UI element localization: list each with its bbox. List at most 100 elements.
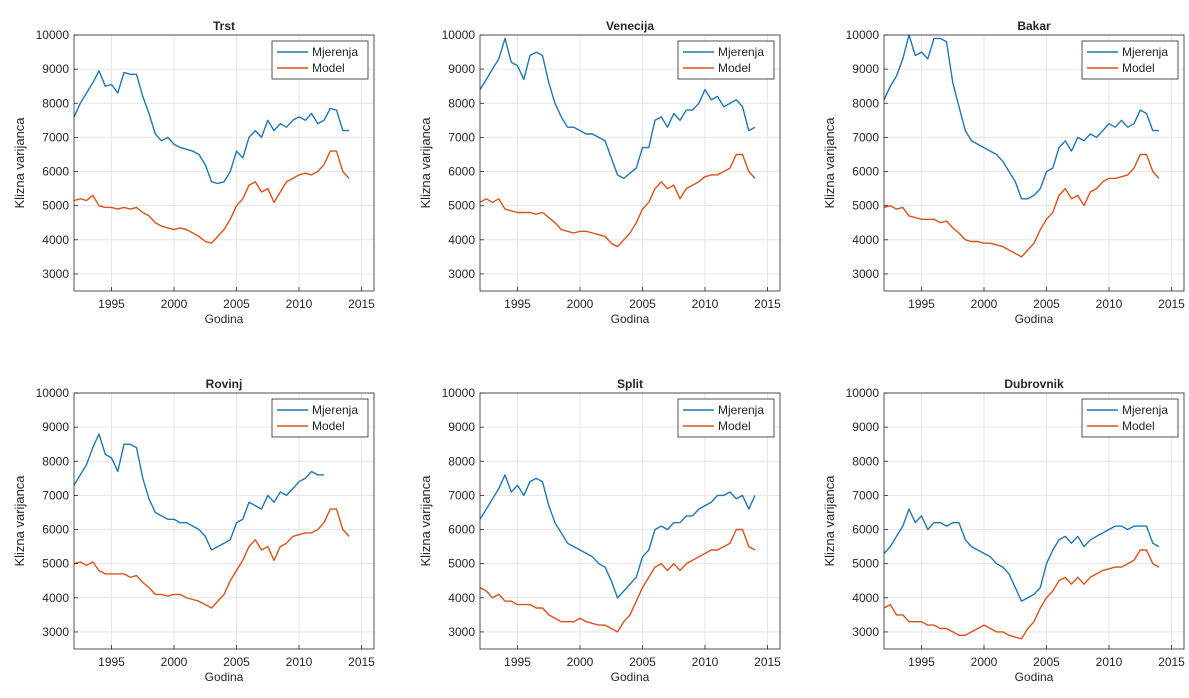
subplot-venecija: 1995 2000 2005 2010 2015 3000 4000 5000 6000 7000…	[418, 19, 781, 326]
legend-label: Model	[1122, 419, 1155, 433]
x-axis-label: Godina	[205, 670, 244, 684]
x-tick-label: 2005	[223, 655, 250, 669]
y-axis-label: Klizna varijanca	[12, 117, 27, 209]
y-tick-label: 9000	[42, 420, 69, 434]
x-tick-label: 2010	[286, 655, 313, 669]
subplot-bakar: 1995 2000 2005 2010 2015 3000 4000 5000 6000 7000…	[822, 19, 1185, 326]
y-tick-label: 6000	[448, 165, 475, 179]
y-tick-label: 8000	[448, 96, 475, 110]
legend-label: Mjerenja	[718, 403, 764, 417]
y-axis-label: Klizna varijanca	[12, 475, 27, 567]
x-axis-label: Godina	[611, 312, 650, 326]
y-axis-label: Klizna varijanca	[822, 475, 837, 567]
x-tick-label: 2005	[629, 655, 656, 669]
series-line-model	[883, 549, 1160, 640]
subplot-rovinj: 1995 2000 2005 2010 2015 3000 4000 5000 6000 7000…	[12, 377, 375, 684]
y-tick-label: 6000	[852, 523, 879, 537]
y-tick-label: 3000	[42, 625, 69, 639]
axes-box	[883, 34, 1185, 292]
axes-box	[479, 392, 781, 650]
x-axis-label: Godina	[1015, 312, 1054, 326]
y-tick-label: 6000	[42, 165, 69, 179]
x-tick-label: 1995	[98, 655, 125, 669]
x-tick-label: 2000	[971, 297, 998, 311]
axes-box	[73, 34, 375, 292]
x-tick-label: 2000	[161, 297, 188, 311]
y-tick-label: 7000	[448, 130, 475, 144]
y-tick-label: 7000	[852, 130, 879, 144]
x-tick-label: 1995	[98, 297, 125, 311]
x-tick-label: 2000	[567, 297, 594, 311]
y-tick-label: 5000	[42, 557, 69, 571]
x-tick-label: 2015	[754, 297, 781, 311]
legend-label: Mjerenja	[312, 45, 358, 59]
legend-label: Mjerenja	[718, 45, 764, 59]
series-line-model	[73, 150, 350, 244]
y-tick-label: 5000	[448, 557, 475, 571]
y-tick-label: 10000	[846, 386, 880, 400]
x-axis-label: Godina	[1015, 670, 1054, 684]
y-tick-label: 9000	[448, 420, 475, 434]
x-tick-label: 2005	[1033, 297, 1060, 311]
legend-label: Model	[312, 61, 345, 75]
x-tick-label: 2005	[629, 297, 656, 311]
y-tick-label: 4000	[42, 591, 69, 605]
y-tick-label: 4000	[42, 233, 69, 247]
series-line-mjerenja	[479, 37, 756, 180]
y-tick-label: 4000	[852, 591, 879, 605]
y-tick-label: 10000	[36, 28, 70, 42]
subplot-trst: 1995 2000 2005 2010 2015 3000 4000 5000 6000 7000…	[12, 19, 375, 326]
y-tick-label: 5000	[448, 199, 475, 213]
x-tick-label: 2010	[1096, 655, 1123, 669]
legend: Mjerenja Model	[677, 40, 775, 80]
series-line-model	[883, 153, 1160, 258]
x-tick-label: 2015	[348, 655, 375, 669]
y-tick-label: 7000	[448, 488, 475, 502]
series-line-mjerenja	[883, 34, 1159, 200]
x-tick-label: 2010	[286, 297, 313, 311]
y-tick-label: 9000	[42, 62, 69, 76]
x-tick-label: 2010	[692, 655, 719, 669]
y-tick-label: 6000	[448, 523, 475, 537]
y-tick-label: 4000	[448, 233, 475, 247]
y-tick-label: 10000	[442, 386, 476, 400]
chart-title: Dubrovnik	[1004, 377, 1064, 391]
legend: Mjerenja Model	[1081, 40, 1179, 80]
legend-label: Model	[312, 419, 345, 433]
y-tick-label: 3000	[852, 267, 879, 281]
y-tick-label: 5000	[42, 199, 69, 213]
chart-title: Bakar	[1017, 19, 1051, 33]
y-tick-label: 3000	[852, 625, 879, 639]
x-tick-label: 2015	[1158, 655, 1185, 669]
x-tick-label: 2005	[1033, 655, 1060, 669]
x-tick-label: 2010	[692, 297, 719, 311]
series-line-mjerenja	[73, 433, 324, 551]
legend-label: Model	[1122, 61, 1155, 75]
y-tick-label: 9000	[852, 420, 879, 434]
x-tick-label: 1995	[504, 655, 531, 669]
y-tick-label: 8000	[852, 454, 879, 468]
legend-box	[677, 40, 775, 80]
y-tick-label: 10000	[36, 386, 70, 400]
legend: Mjerenja Model	[271, 40, 369, 80]
chart-title: Rovinj	[206, 377, 243, 391]
axes-box	[479, 34, 781, 292]
x-tick-label: 2000	[567, 655, 594, 669]
legend-box	[1081, 398, 1179, 438]
subplot-split: 1995 2000 2005 2010 2015 3000 4000 5000 6000 7000…	[418, 377, 781, 684]
y-tick-label: 3000	[42, 267, 69, 281]
y-tick-label: 6000	[42, 523, 69, 537]
y-tick-label: 8000	[42, 454, 69, 468]
series-line-mjerenja	[73, 70, 349, 185]
y-tick-label: 3000	[448, 625, 475, 639]
y-axis-label: Klizna varijanca	[822, 117, 837, 209]
x-tick-label: 1995	[908, 297, 935, 311]
y-axis-label: Klizna varijanca	[418, 117, 433, 209]
series-line-mjerenja	[883, 508, 1160, 602]
chart-title: Venecija	[606, 19, 654, 33]
x-axis-label: Godina	[611, 670, 650, 684]
y-tick-label: 8000	[852, 96, 879, 110]
x-axis-label: Godina	[205, 312, 244, 326]
